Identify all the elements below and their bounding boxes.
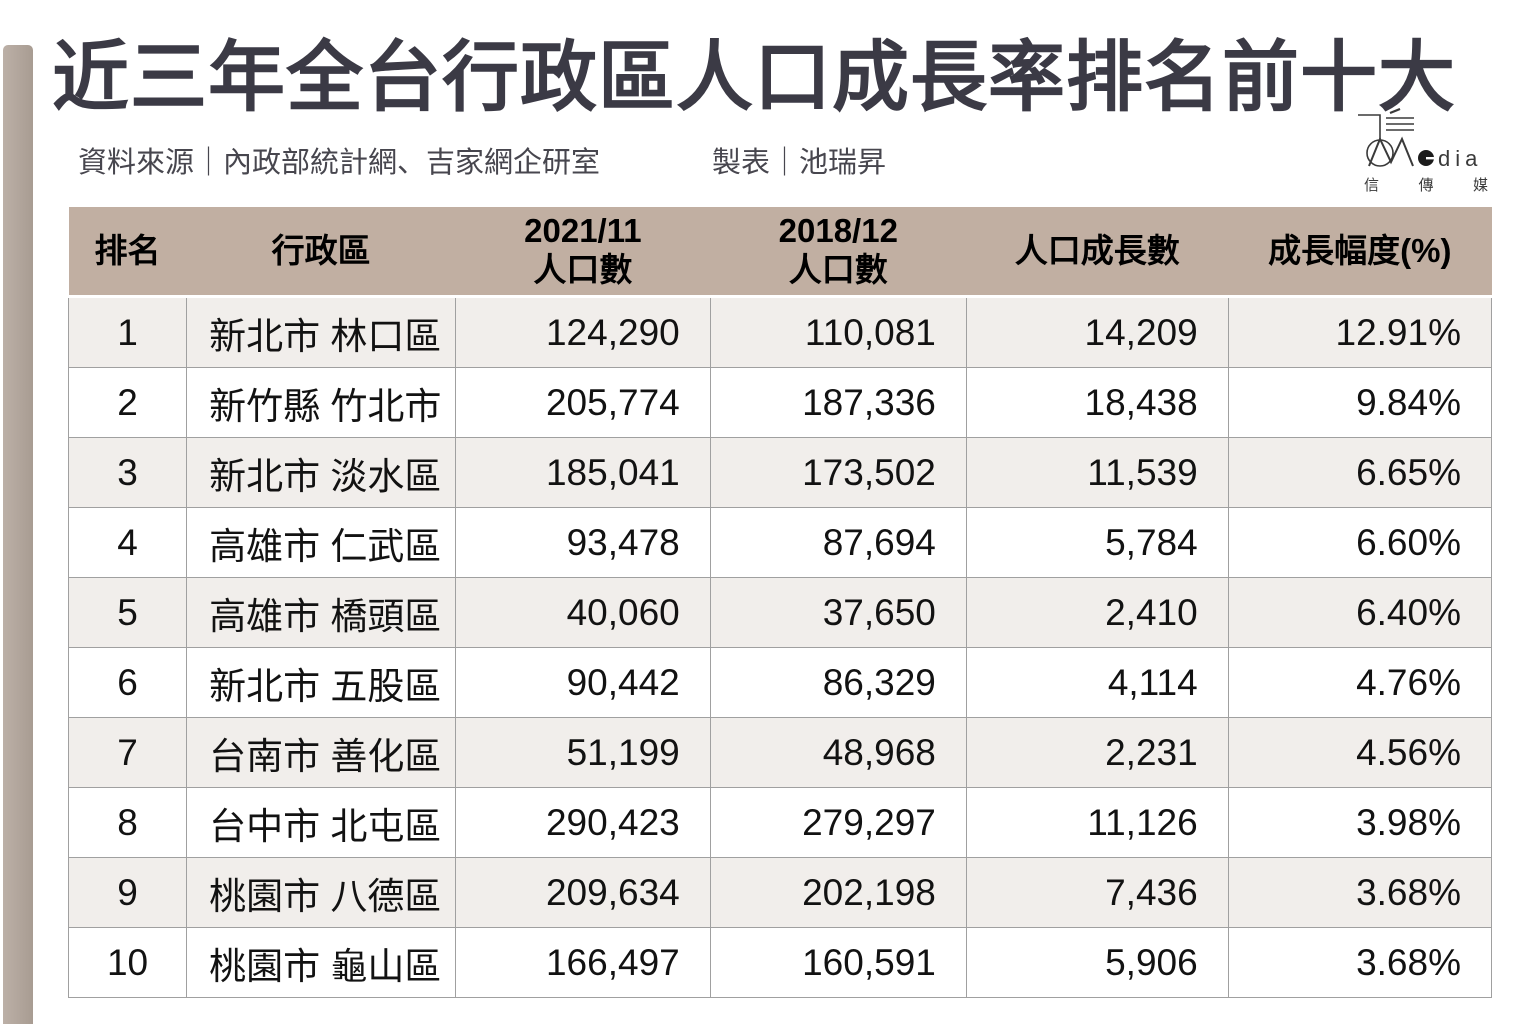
cell-growth: 11,539 (965, 437, 1229, 508)
cell-district: 台南市 善化區 (186, 717, 457, 788)
cell-pop2018: 202,198 (709, 857, 967, 928)
data-source-label: 資料來源｜內政部統計網、吉家網企研室 (78, 147, 601, 179)
cell-growth: 11,126 (965, 787, 1229, 858)
cell-pct: 9.84% (1227, 367, 1493, 438)
cell-growth: 18,438 (965, 367, 1229, 438)
cell-pop2018: 279,297 (709, 787, 967, 858)
cell-pct: 4.76% (1227, 647, 1493, 718)
author-label: 製表｜池瑞昇 (712, 147, 887, 179)
cell-growth: 2,231 (965, 717, 1229, 788)
table-row: 8 台中市 北屯區 290,423 279,297 11,126 3.98% (67, 787, 1493, 858)
cell-pop2021: 40,060 (455, 577, 711, 648)
table-row: 10 桃園市 龜山區 166,497 160,591 5,906 3.68% (67, 927, 1493, 998)
cell-pop2018: 110,081 (709, 296, 967, 368)
cell-pop2018: 160,591 (709, 927, 967, 998)
cell-rank: 1 (67, 296, 188, 368)
cell-pop2018: 173,502 (709, 437, 967, 508)
left-accent-bar (3, 45, 33, 1024)
table-row: 2 新竹縣 竹北市 205,774 187,336 18,438 9.84% (67, 367, 1493, 438)
cell-growth: 4,114 (965, 647, 1229, 718)
cell-rank: 6 (67, 647, 188, 718)
cell-pct: 3.68% (1227, 857, 1493, 928)
column-header-pop2021: 2021/11 人口數 (455, 207, 711, 298)
cell-rank: 5 (67, 577, 188, 648)
cell-pop2018: 86,329 (709, 647, 967, 718)
cell-district: 新北市 林口區 (186, 296, 457, 368)
svg-text:dia: dia (1438, 146, 1482, 171)
table-row: 5 高雄市 橋頭區 40,060 37,650 2,410 6.40% (67, 577, 1493, 648)
cell-growth: 7,436 (965, 857, 1229, 928)
cell-pop2018: 37,650 (709, 577, 967, 648)
cell-district: 桃園市 龜山區 (186, 927, 457, 998)
cell-pop2018: 87,694 (709, 507, 967, 578)
page-title: 近三年全台行政區人口成長率排名前十大 (52, 35, 1456, 121)
header-row: 排名 行政區 2021/11 人口數 2018/12 人口數 人口成長數 成長幅度(%) (68, 207, 1492, 298)
cell-pop2021: 90,442 (455, 647, 711, 718)
cell-district: 新北市 淡水區 (186, 437, 457, 508)
logo-char: 傳 (1418, 177, 1434, 194)
column-header-growth: 人口成長數 (966, 207, 1229, 298)
cell-district: 新北市 五股區 (186, 647, 457, 718)
cell-growth: 2,410 (965, 577, 1229, 648)
cell-pop2021: 290,423 (455, 787, 711, 858)
table-row: 4 高雄市 仁武區 93,478 87,694 5,784 6.60% (67, 507, 1493, 578)
cmmedia-logo: dia 信 傳 媒 (1350, 108, 1492, 195)
table-row: 6 新北市 五股區 90,442 86,329 4,114 4.76% (67, 647, 1493, 718)
cell-rank: 2 (67, 367, 188, 438)
cell-district: 高雄市 仁武區 (186, 507, 457, 578)
cell-pop2021: 185,041 (455, 437, 711, 508)
cell-pop2021: 209,634 (455, 857, 711, 928)
cell-pct: 6.60% (1227, 507, 1493, 578)
logo-char: 媒 (1472, 177, 1488, 194)
cell-growth: 14,209 (965, 296, 1229, 368)
column-header-district: 行政區 (186, 207, 456, 298)
cell-pct: 6.65% (1227, 437, 1493, 508)
logo-char: 信 (1364, 177, 1380, 194)
table-row: 9 桃園市 八德區 209,634 202,198 7,436 3.68% (67, 857, 1493, 928)
cell-rank: 8 (67, 787, 188, 858)
cell-district: 新竹縣 竹北市 (186, 367, 457, 438)
cell-pct: 3.68% (1227, 927, 1493, 998)
cell-district: 桃園市 八德區 (186, 857, 457, 928)
cell-pct: 12.91% (1227, 296, 1493, 368)
cell-rank: 4 (67, 507, 188, 578)
cell-pop2021: 205,774 (455, 367, 711, 438)
cell-pop2021: 124,290 (455, 296, 711, 368)
cell-growth: 5,906 (965, 927, 1229, 998)
column-header-pct: 成長幅度(%) (1228, 207, 1492, 298)
cell-pop2021: 93,478 (455, 507, 711, 578)
table-row: 1 新北市 林口區 124,290 110,081 14,209 12.91% (67, 296, 1493, 368)
column-header-rank: 排名 (68, 207, 187, 298)
cell-pct: 3.98% (1227, 787, 1493, 858)
cell-pop2018: 48,968 (709, 717, 967, 788)
cell-rank: 3 (67, 437, 188, 508)
cell-rank: 9 (67, 857, 188, 928)
cell-pop2021: 166,497 (455, 927, 711, 998)
cell-growth: 5,784 (965, 507, 1229, 578)
cell-pct: 6.40% (1227, 577, 1493, 648)
cmmedia-logo-cjk: 信 傳 媒 (1364, 174, 1488, 195)
cell-pct: 4.56% (1227, 717, 1493, 788)
cell-rank: 7 (67, 717, 188, 788)
cell-district: 台中市 北屯區 (186, 787, 457, 858)
cmmedia-logo-icon: dia (1358, 108, 1482, 171)
column-header-pop2018: 2018/12 人口數 (710, 207, 967, 298)
cell-district: 高雄市 橋頭區 (186, 577, 457, 648)
cell-pop2021: 51,199 (455, 717, 711, 788)
cell-rank: 10 (67, 927, 188, 998)
cell-pop2018: 187,336 (709, 367, 967, 438)
table-row: 3 新北市 淡水區 185,041 173,502 11,539 6.65% (67, 437, 1493, 508)
table-row: 7 台南市 善化區 51,199 48,968 2,231 4.56% (67, 717, 1493, 788)
